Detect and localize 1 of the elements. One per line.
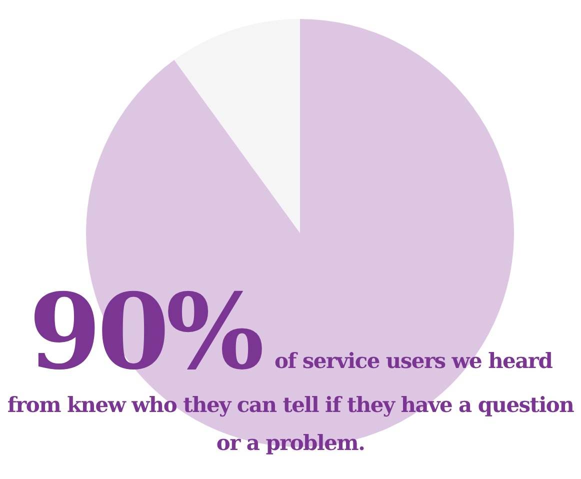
pie-slice xyxy=(174,19,300,233)
